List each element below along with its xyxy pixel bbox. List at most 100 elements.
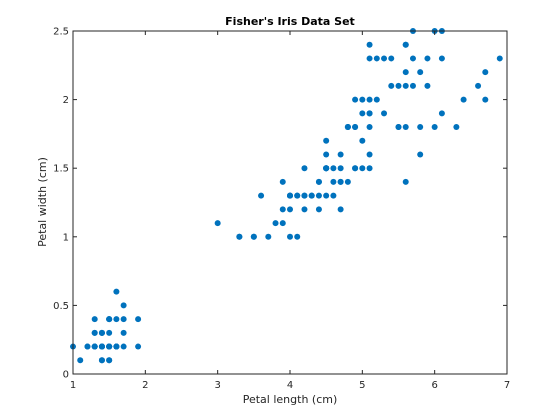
scatter-point: [106, 316, 113, 323]
scatter-point: [315, 178, 322, 185]
y-tick-label: 1.5: [53, 164, 69, 175]
scatter-point: [279, 206, 286, 213]
scatter-point: [294, 233, 301, 240]
scatter-point: [438, 110, 445, 117]
scatter-point: [395, 124, 402, 131]
scatter-point: [388, 82, 395, 89]
scatter-point: [496, 55, 503, 62]
y-axis: 0 0.5 1 1.5 2 2.5: [53, 27, 507, 381]
y-tick-label: 2.5: [53, 27, 69, 38]
scatter-point: [424, 82, 431, 89]
scatter-point: [265, 233, 272, 240]
scatter-point: [366, 96, 373, 103]
scatter-point: [337, 206, 344, 213]
scatter-point: [366, 110, 373, 117]
x-tick-label: 6: [431, 380, 437, 391]
scatter-point: [272, 220, 279, 227]
scatter-point: [91, 343, 98, 350]
scatter-point: [236, 233, 243, 240]
scatter-point: [91, 316, 98, 323]
x-tick-label: 7: [504, 380, 510, 391]
scatter-point: [409, 55, 416, 62]
scatter-point: [388, 55, 395, 62]
scatter-point: [135, 343, 142, 350]
scatter-point: [294, 192, 301, 199]
scatter-point: [135, 316, 142, 323]
scatter-point: [359, 137, 366, 144]
scatter-point: [323, 192, 330, 199]
scatter-point: [337, 178, 344, 185]
scatter-point: [113, 288, 120, 295]
scatter-point: [402, 82, 409, 89]
x-tick-label: 2: [142, 380, 148, 391]
scatter-point: [359, 165, 366, 172]
scatter-point: [301, 192, 308, 199]
scatter-point: [301, 206, 308, 213]
y-tick-label: 0.5: [53, 301, 69, 312]
scatter-point: [424, 55, 431, 62]
scatter-point: [330, 178, 337, 185]
scatter-point: [402, 178, 409, 185]
scatter-point: [287, 192, 293, 199]
scatter-point: [366, 151, 373, 158]
scatter-point: [113, 343, 120, 350]
scatter-point: [308, 192, 315, 199]
scatter-point: [402, 124, 409, 131]
scatter-point: [279, 178, 286, 185]
scatter-point: [315, 206, 322, 213]
scatter-point: [98, 357, 105, 364]
scatter-point: [402, 69, 409, 76]
scatter-point: [402, 41, 409, 48]
scatter-markers: [70, 28, 503, 364]
scatter-point: [366, 55, 373, 62]
scatter-point: [373, 55, 380, 62]
scatter-point: [84, 343, 91, 350]
scatter-point: [352, 165, 359, 172]
x-axis: 1 2 3 4 5 6 7: [70, 31, 510, 391]
scatter-point: [409, 82, 416, 89]
scatter-point: [279, 220, 286, 227]
y-tick-label: 0: [63, 370, 69, 381]
scatter-point: [359, 110, 366, 117]
scatter-point: [352, 96, 359, 103]
scatter-point: [417, 69, 424, 76]
y-tick-label: 2: [63, 95, 69, 106]
x-tick-label: 3: [214, 380, 220, 391]
scatter-point: [475, 82, 482, 89]
scatter-point: [344, 178, 351, 185]
scatter-point: [431, 124, 438, 131]
chart-title: Fisher's Iris Data Set: [225, 15, 355, 28]
x-tick-label: 4: [287, 380, 293, 391]
scatter-point: [106, 357, 113, 364]
scatter-point: [337, 151, 344, 158]
scatter-point: [287, 206, 293, 213]
scatter-point: [366, 165, 373, 172]
x-tick-label: 1: [70, 380, 76, 391]
y-axis-label: Petal width (cm): [36, 157, 49, 247]
scatter-point: [323, 165, 330, 172]
scatter-point: [323, 137, 330, 144]
scatter-point: [323, 151, 330, 158]
scatter-point: [366, 124, 373, 131]
scatter-point: [381, 55, 388, 62]
scatter-point: [98, 343, 105, 350]
scatter-point: [417, 124, 424, 131]
scatter-point: [344, 124, 351, 131]
scatter-point: [359, 96, 366, 103]
scatter-point: [258, 192, 265, 199]
scatter-point: [301, 165, 308, 172]
scatter-point: [417, 151, 424, 158]
scatter-point: [120, 302, 127, 309]
scatter-point: [91, 329, 98, 336]
scatter-point: [337, 165, 344, 172]
scatter-point: [98, 329, 105, 336]
scatter-point: [106, 329, 113, 336]
scatter-point: [482, 96, 489, 103]
scatter-point: [77, 357, 84, 364]
x-axis-label: Petal length (cm): [243, 393, 338, 406]
scatter-point: [315, 192, 322, 199]
scatter-point: [453, 124, 460, 131]
y-tick-label: 1: [63, 232, 69, 243]
scatter-point: [395, 82, 402, 89]
